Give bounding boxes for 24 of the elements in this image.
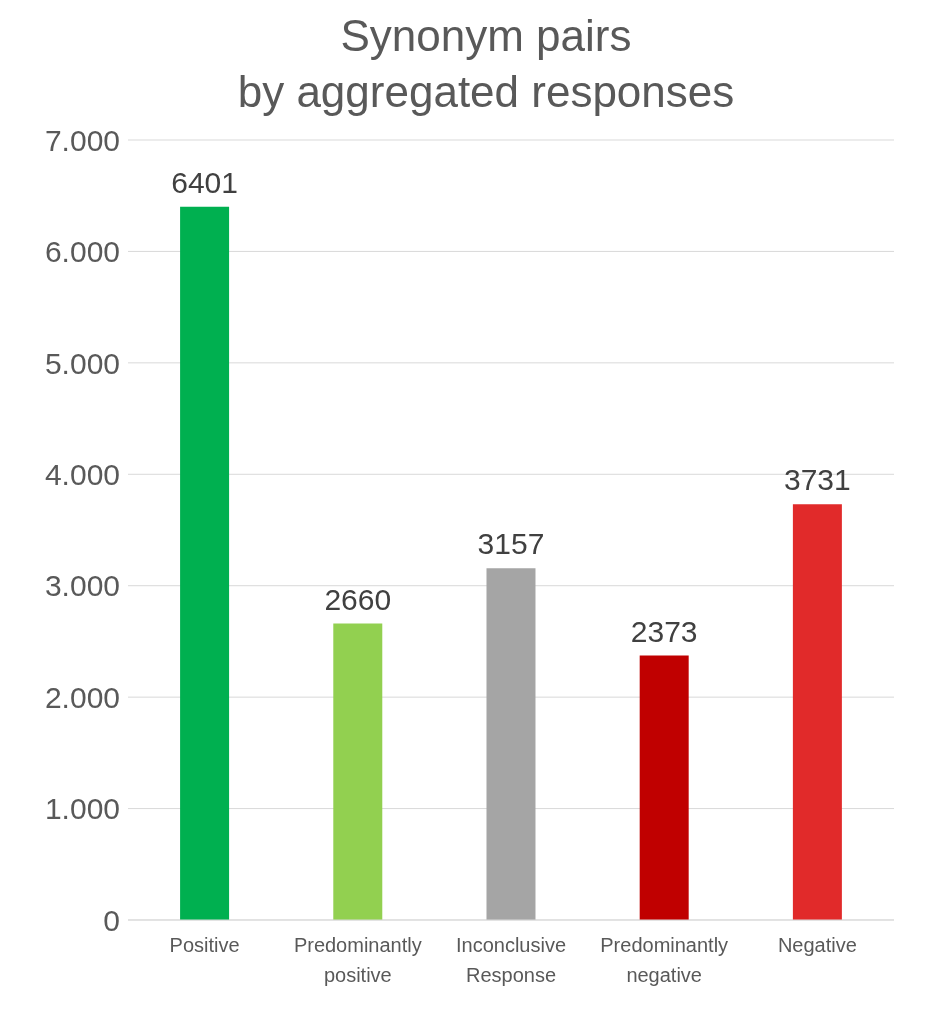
y-tick-label: 0 [103,903,120,937]
y-tick-label: 4.000 [44,457,120,491]
y-tick-label: 2.000 [44,680,120,714]
data-label: 2660 [324,582,392,616]
x-tick-label: Negative [777,934,857,956]
x-tick-label: Predominantly positive [293,934,422,986]
data-label: 2373 [630,614,698,648]
data-label: 3157 [477,527,545,561]
chart-title: Synonym pairs by aggregated responses [236,10,736,118]
x-tick-label: Inconclusive Response [455,934,567,986]
bar [639,655,689,920]
bar [333,623,383,920]
bar [486,568,536,920]
x-tick-label: Predominantly negative [600,934,729,986]
data-label: 6401 [171,165,238,199]
y-tick-label: 7.000 [44,123,120,157]
bar [180,206,230,920]
y-tick-label: 6.000 [44,235,120,269]
y-tick-label: 1.000 [44,792,120,826]
y-tick-label: 5.000 [44,346,120,380]
x-tick-label: Positive [169,934,240,956]
y-tick-label: 3.000 [44,569,120,603]
bar [792,504,842,920]
data-label: 3731 [784,463,851,497]
